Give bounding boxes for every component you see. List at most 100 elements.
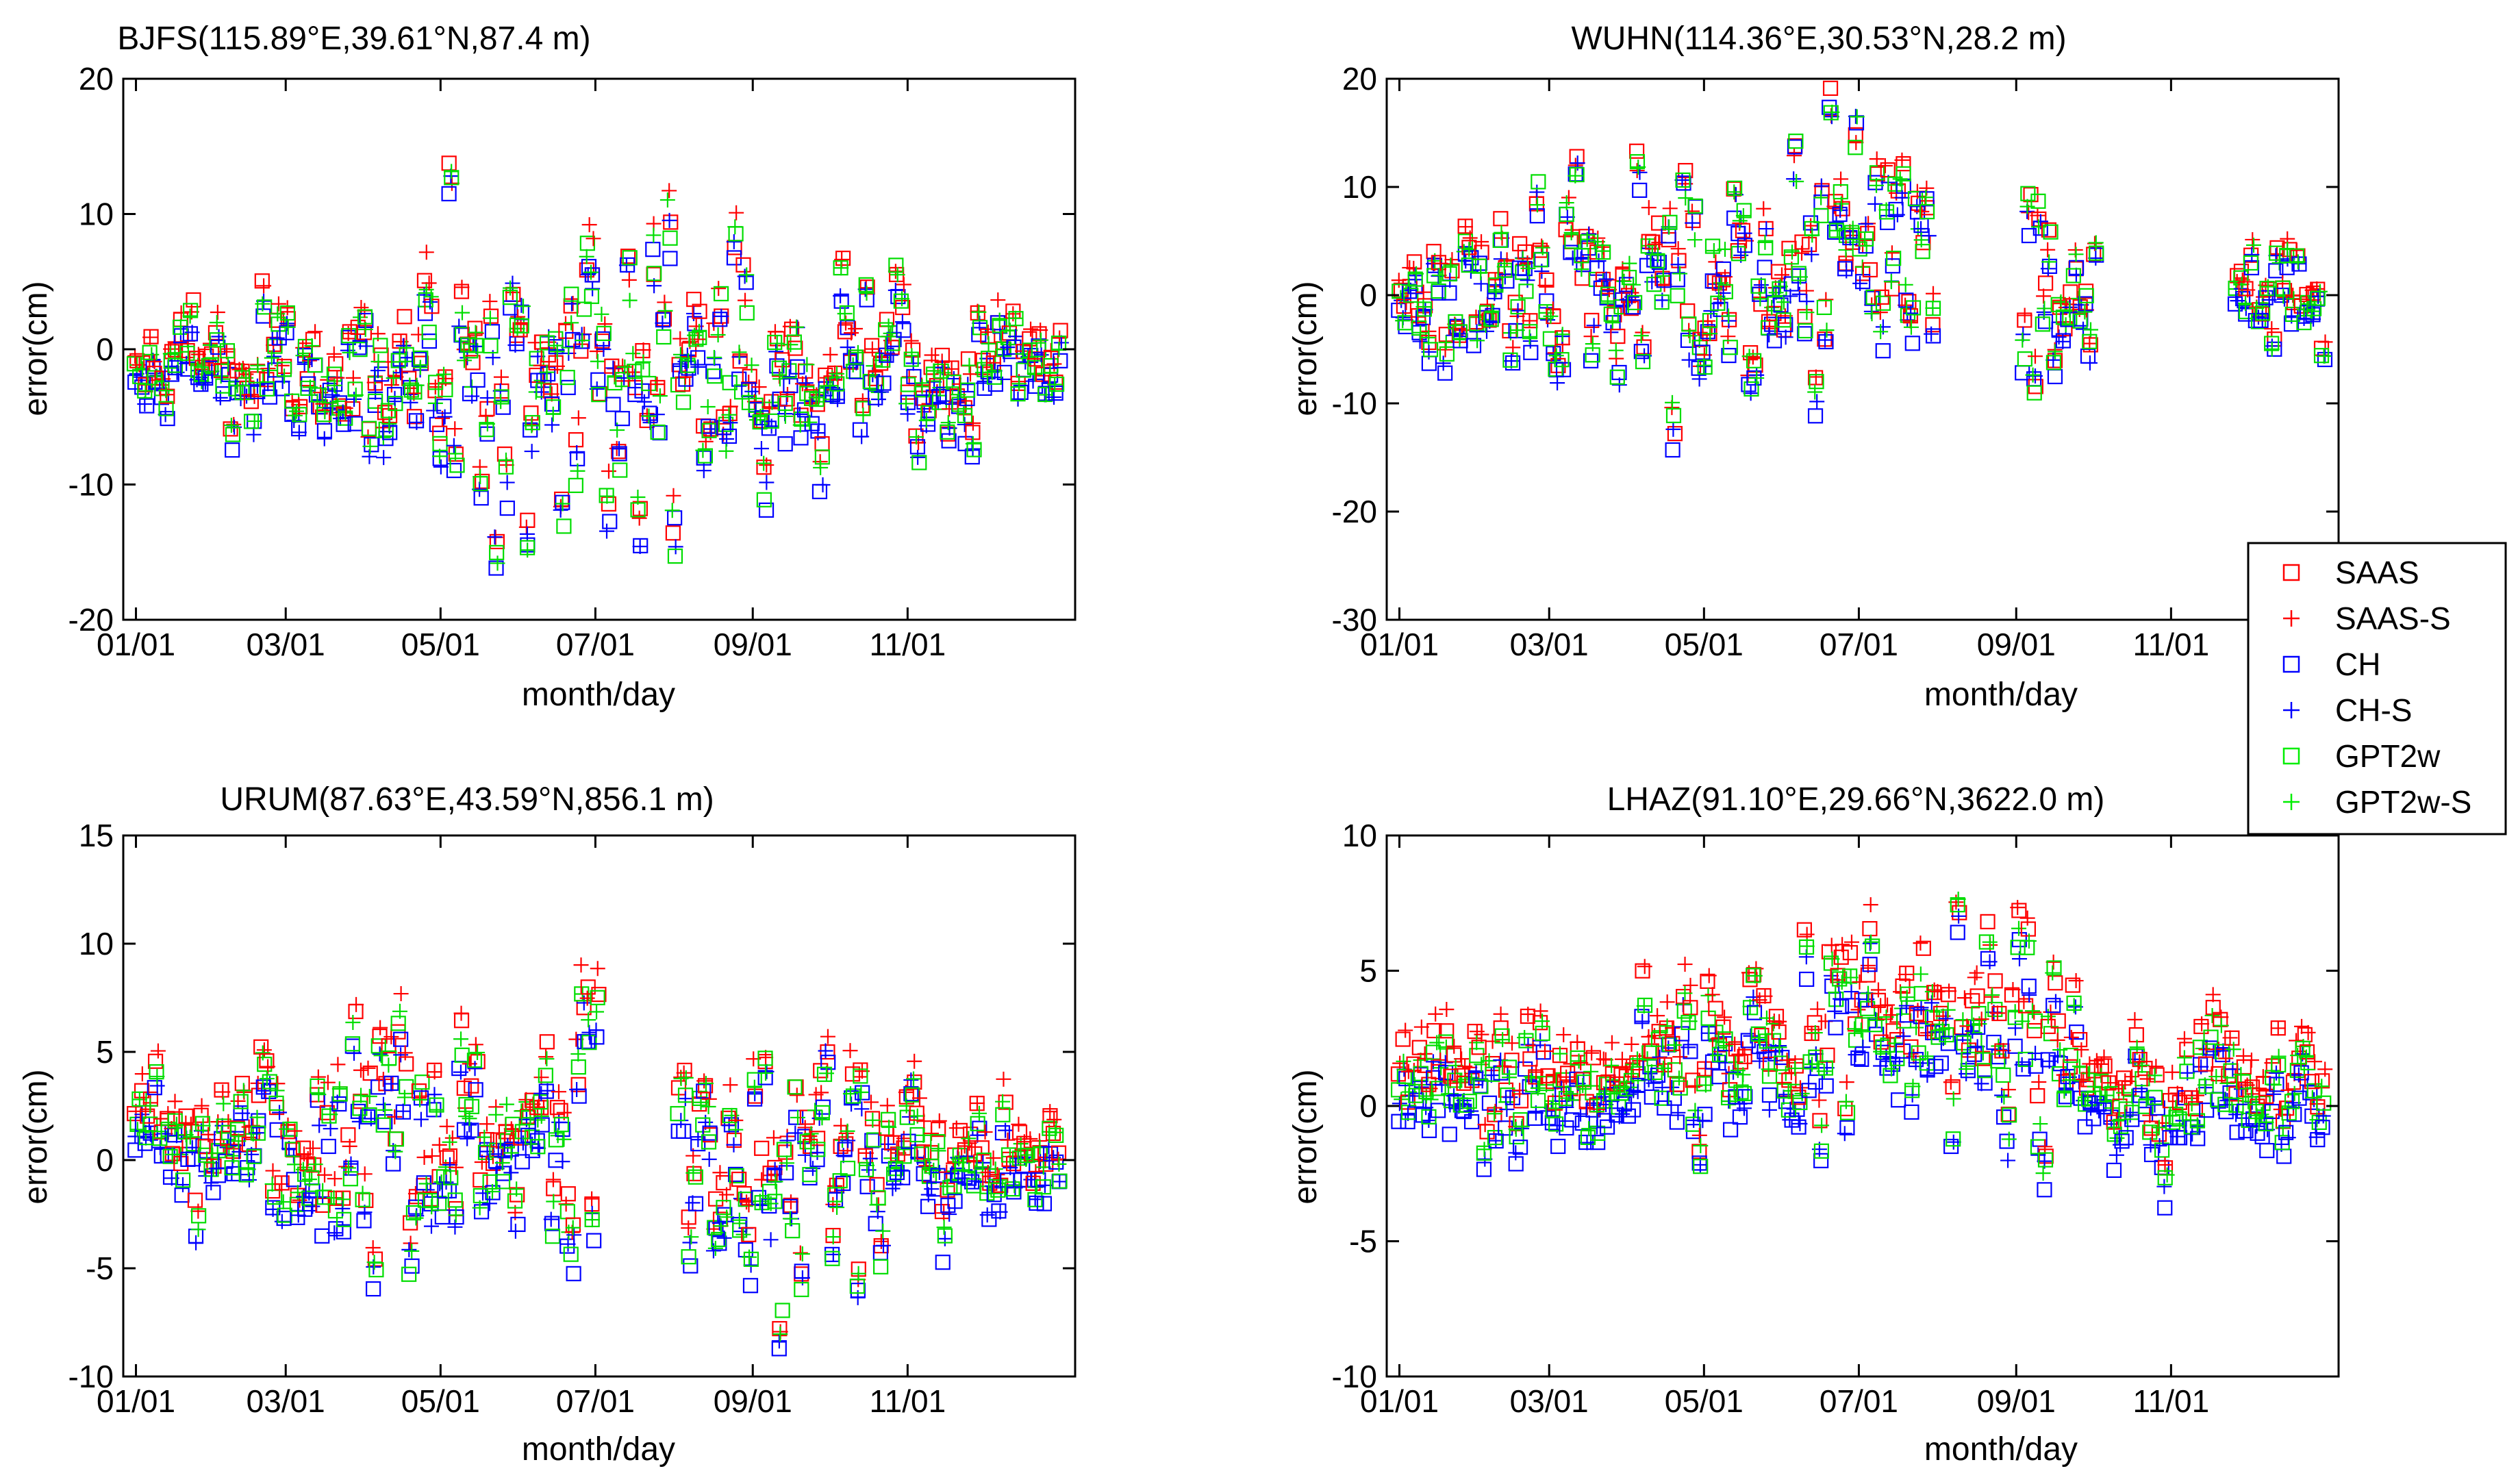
- data-point: [985, 1178, 1000, 1194]
- data-point: [1431, 1081, 1446, 1096]
- data-point: [549, 344, 565, 360]
- data-point: [1670, 241, 1686, 257]
- data-point: [1941, 983, 1957, 999]
- data-point: [1574, 1115, 1590, 1131]
- data-point: [1571, 1053, 1587, 1069]
- data-point: [1802, 1059, 1818, 1075]
- data-point: [1776, 312, 1791, 328]
- chart-panel-bjfs: BJFS(115.89°E,39.61°N,87.4 m) month/day …: [18, 21, 1077, 713]
- data-point: [695, 442, 711, 458]
- data-point: [1804, 227, 1820, 243]
- data-point: [1000, 1132, 1016, 1148]
- x-tick-label: 05/01: [401, 1383, 480, 1419]
- data-point: [844, 325, 859, 341]
- data-point: [1502, 1090, 1518, 1105]
- data-point: [837, 1142, 853, 1157]
- data-point: [646, 227, 662, 243]
- data-point: [1485, 1066, 1500, 1082]
- data-point: [1913, 935, 1928, 951]
- data-point: [255, 296, 270, 312]
- data-point: [1702, 326, 1718, 342]
- data-point: [1776, 294, 1791, 310]
- data-point: [209, 314, 225, 330]
- data-point: [448, 1207, 464, 1223]
- data-point: [1006, 339, 1022, 355]
- data-point: [1590, 1135, 1606, 1150]
- data-point: [579, 236, 595, 251]
- data-point: [944, 379, 960, 395]
- data-point: [1413, 1053, 1428, 1068]
- data-point: [370, 1038, 386, 1054]
- data-point: [870, 1204, 885, 1220]
- data-point: [484, 324, 500, 340]
- data-point: [990, 1182, 1006, 1198]
- data-point: [2072, 313, 2088, 329]
- data-point: [194, 374, 210, 390]
- data-point: [1594, 243, 1610, 259]
- data-point: [1031, 342, 1046, 357]
- data-point: [487, 529, 503, 545]
- data-point: [234, 1075, 250, 1092]
- data-point: [345, 1015, 361, 1031]
- data-point: [1772, 1014, 1787, 1029]
- x-tick-label: 09/01: [714, 627, 792, 662]
- chart-title: LHAZ(91.10°E,29.66°N,3622.0 m): [1607, 781, 2105, 818]
- data-point: [316, 431, 332, 447]
- data-point: [507, 1193, 523, 1209]
- data-point: [361, 420, 377, 436]
- data-point: [2157, 1170, 2173, 1185]
- y-tick-label: 10: [1342, 169, 1377, 205]
- data-point: [524, 444, 540, 460]
- data-point: [319, 1105, 335, 1120]
- data-point: [1488, 1133, 1504, 1148]
- data-point: [331, 1081, 347, 1097]
- data-point: [688, 1196, 704, 1211]
- data-point: [757, 1051, 773, 1066]
- data-point: [802, 414, 818, 430]
- data-point: [257, 299, 273, 315]
- data-point: [2179, 1042, 2195, 1057]
- data-point: [2068, 267, 2084, 283]
- data-point: [215, 378, 231, 394]
- data-point: [764, 394, 780, 410]
- data-point: [434, 1209, 450, 1225]
- data-point: [650, 424, 666, 440]
- data-point: [590, 990, 605, 1005]
- data-point: [1522, 329, 1537, 344]
- data-point: [739, 305, 755, 321]
- data-point: [630, 490, 646, 505]
- data-point: [1721, 308, 1737, 324]
- data-point: [1613, 1085, 1629, 1101]
- data-point: [307, 357, 323, 373]
- data-point: [1459, 1097, 1475, 1113]
- data-point: [1665, 1020, 1680, 1035]
- data-point: [408, 1210, 424, 1226]
- data-point: [2038, 275, 2054, 291]
- data-point: [901, 369, 917, 385]
- data-point: [1928, 1059, 1943, 1074]
- data-point: [1510, 303, 1526, 318]
- data-point: [885, 1128, 901, 1144]
- data-point: [1580, 1129, 1596, 1146]
- data-point: [2316, 349, 2332, 364]
- data-point: [2019, 940, 2035, 955]
- x-tick-label: 09/01: [1977, 627, 2056, 662]
- chart-panel-lhaz: LHAZ(91.10°E,29.66°N,3622.0 m) month/day…: [1287, 781, 2340, 1468]
- data-point: [744, 357, 759, 373]
- data-point: [971, 1105, 987, 1121]
- data-point: [1672, 1049, 1688, 1065]
- data-point: [857, 281, 873, 297]
- data-point: [859, 1179, 875, 1194]
- data-point: [544, 396, 560, 412]
- data-point: [778, 1144, 794, 1160]
- data-point: [705, 364, 721, 379]
- data-point: [728, 1122, 744, 1137]
- data-point: [711, 281, 727, 297]
- data-point: [280, 319, 296, 335]
- data-point: [1807, 384, 1823, 400]
- data-point: [458, 1109, 474, 1124]
- data-point: [898, 396, 914, 412]
- data-point: [833, 293, 849, 309]
- data-point: [853, 1084, 869, 1100]
- data-point: [879, 1098, 895, 1114]
